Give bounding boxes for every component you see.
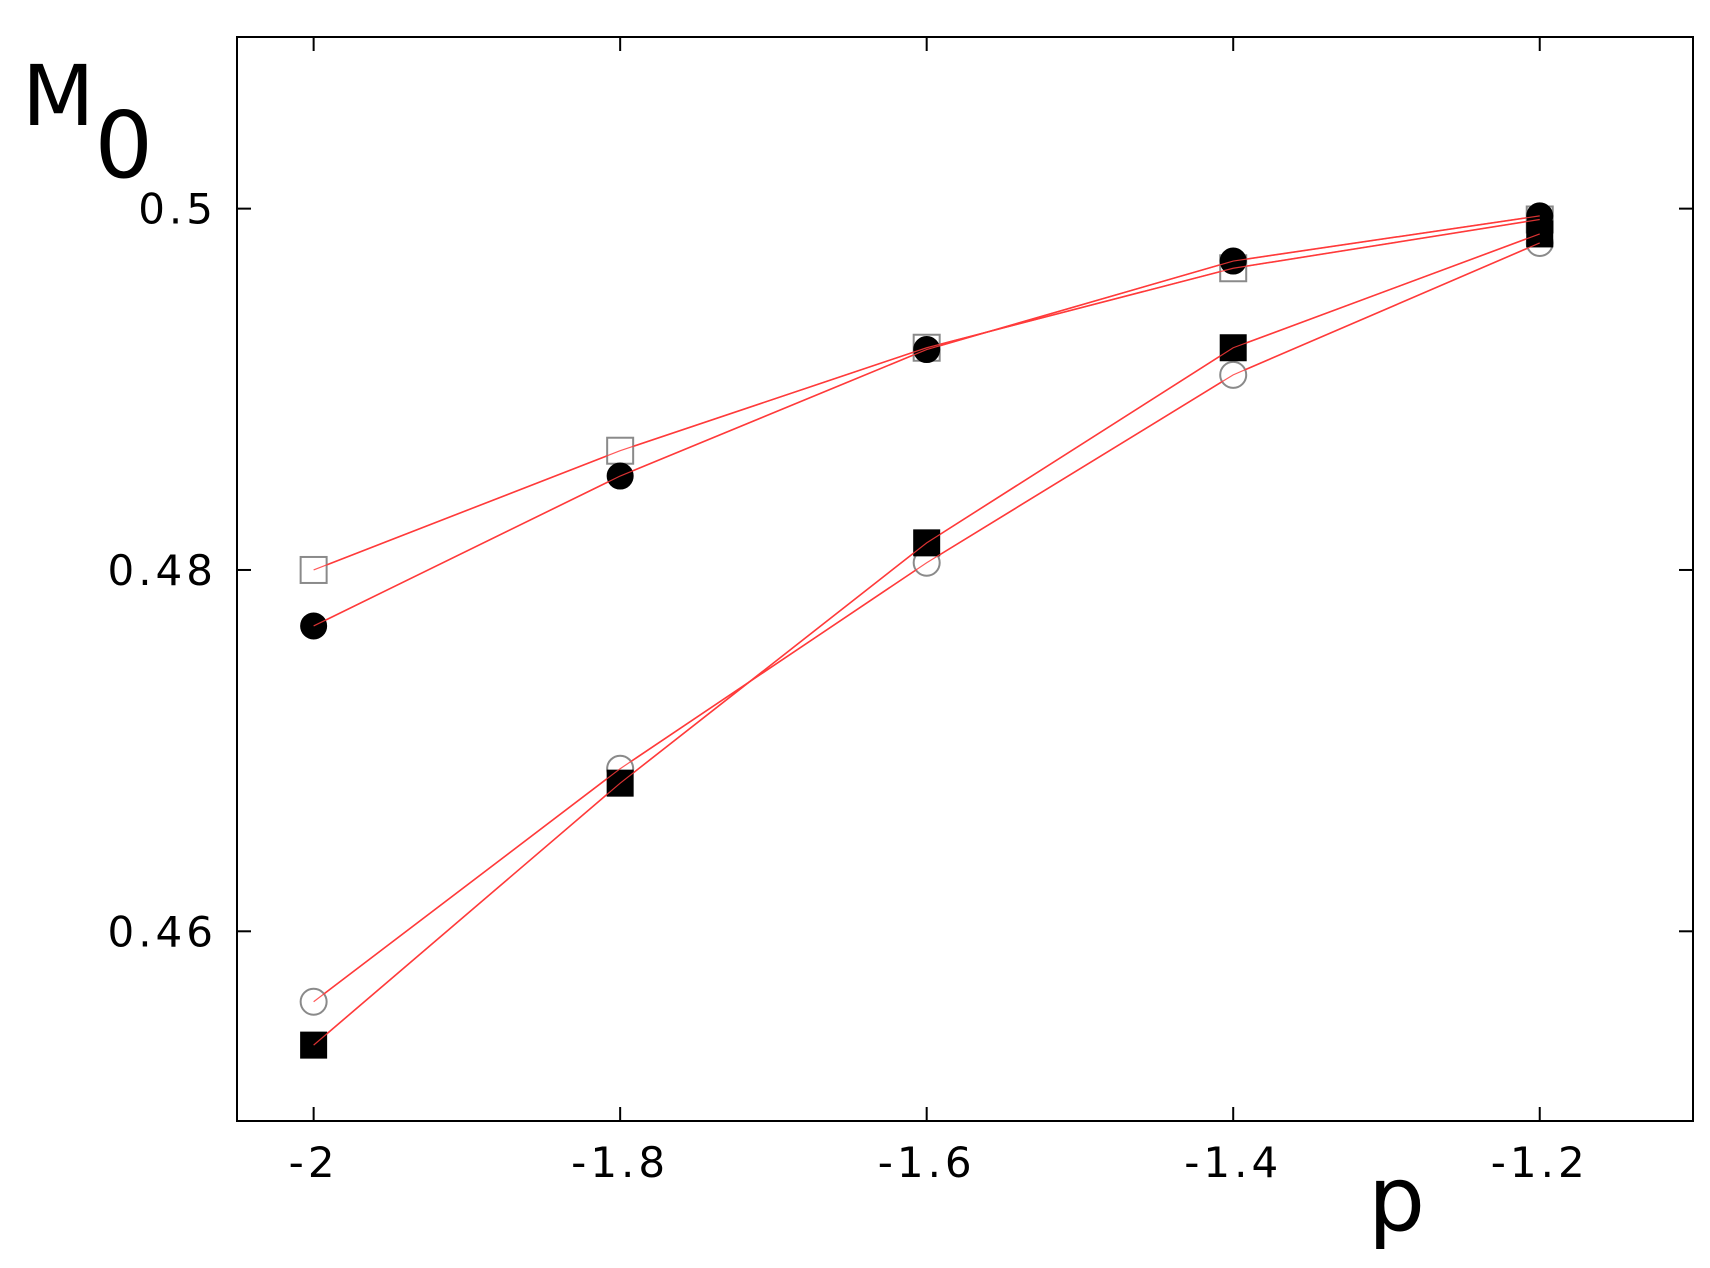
x-tick-label: -2 [289, 1138, 339, 1187]
series-line-overlay-2 [313, 215, 1540, 627]
x-tick-label: -1.8 [571, 1138, 669, 1187]
x-tick-label: -1.6 [878, 1138, 976, 1187]
y-axis-ticks: 0.46 0.48 0.5 [107, 185, 1693, 956]
series-line-overlay-3 [313, 242, 1540, 1003]
y-tick-label: 0.5 [138, 185, 217, 234]
y-axis-title-subscript: 0 [94, 92, 153, 199]
x-axis-title: p [1368, 1147, 1425, 1252]
x-tick-label: -1.4 [1184, 1138, 1282, 1187]
x-tick-label: -1.2 [1491, 1138, 1589, 1187]
y-axis-title-main: M [22, 47, 94, 145]
y-tick-label: 0.48 [107, 546, 217, 595]
x-axis-ticks: -2 -1.8 -1.6 -1.4 -1.2 [289, 37, 1589, 1187]
series-line-1 [313, 218, 1540, 571]
plot-frame [236, 36, 1694, 1122]
y-tick-label: 0.46 [107, 907, 217, 956]
series-markers [299, 202, 1554, 1059]
series-line-overlay-4 [313, 233, 1540, 1046]
y-axis-title: M0 [22, 47, 153, 199]
series-line-overlay-1 [313, 218, 1540, 571]
